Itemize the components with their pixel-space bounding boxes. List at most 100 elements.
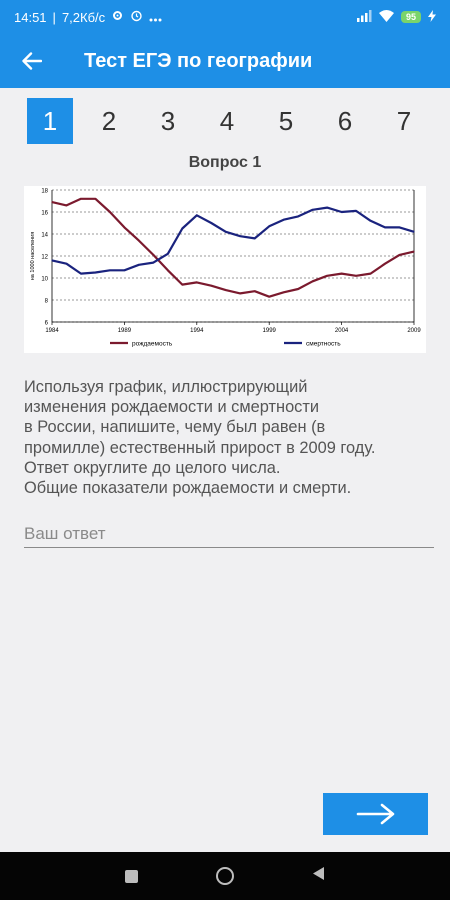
data-point	[239, 292, 241, 294]
data-point	[123, 269, 125, 271]
data-point	[109, 211, 111, 213]
page-title: Тест ЕГЭ по географии	[84, 49, 313, 72]
arrow-left-icon	[22, 52, 42, 70]
settings-icon	[111, 9, 124, 25]
tab-6[interactable]: 6	[337, 105, 353, 136]
data-point	[369, 220, 372, 222]
y-axis-label: на 1000 населения	[30, 232, 36, 280]
data-point	[196, 214, 198, 216]
next-button[interactable]	[323, 793, 428, 835]
back-button[interactable]	[0, 34, 64, 88]
data-point	[254, 290, 256, 292]
question-text-line: Общие показатели рождаемости и смерти.	[24, 479, 352, 498]
y-tick-label: 18	[41, 189, 48, 195]
home-icon[interactable]	[216, 867, 234, 885]
chart: 6 8 10 12 14 16 18 1984 1989 1994 1999 2004 2009 на 1…	[24, 186, 426, 353]
battery-icon: 95	[400, 11, 421, 23]
data-point	[65, 263, 68, 265]
data-point	[181, 227, 183, 230]
alarm-icon	[130, 9, 143, 25]
wifi-icon	[378, 9, 394, 25]
data-point	[341, 273, 343, 275]
answer-input[interactable]	[24, 521, 434, 548]
data-point	[225, 231, 227, 233]
data-point	[181, 284, 183, 286]
tab-7[interactable]: 7	[396, 105, 412, 136]
tab-2[interactable]: 2	[101, 105, 117, 136]
y-tick-label: 8	[45, 299, 49, 305]
data-point	[283, 291, 285, 293]
data-point	[384, 263, 386, 265]
data-point	[413, 231, 415, 233]
data-point	[355, 275, 357, 277]
navigation-bar	[0, 852, 450, 900]
data-point	[312, 209, 314, 211]
data-point	[51, 201, 53, 203]
data-point	[167, 269, 169, 271]
tab-5[interactable]: 5	[278, 105, 294, 136]
y-tick-label: 6	[45, 321, 49, 327]
question-text-line: промилле) естественный прирост в 2009 го…	[24, 438, 376, 457]
y-tick-label: 10	[41, 277, 48, 283]
data-point	[268, 225, 270, 227]
legend-label: рождаемость	[132, 341, 173, 348]
question-text-line: изменения рождаемости и смертности	[24, 398, 320, 417]
legend-label: смертность	[306, 341, 341, 348]
separator: |	[52, 9, 56, 25]
tab-1[interactable]: 1	[27, 98, 73, 144]
data-point	[369, 273, 372, 275]
data-point	[152, 254, 154, 256]
data-point	[326, 275, 328, 277]
data-point	[152, 262, 154, 264]
data-point	[210, 285, 212, 287]
back-icon[interactable]	[312, 866, 325, 886]
data-point	[109, 269, 111, 271]
data-point	[341, 211, 343, 213]
series-line-birth	[51, 197, 415, 298]
data-point	[239, 235, 241, 237]
arrow-right-icon	[356, 803, 394, 825]
data-point	[355, 210, 357, 212]
status-right: 95	[356, 9, 436, 25]
data-point	[384, 226, 386, 228]
series-line-death	[51, 206, 415, 275]
signal-icon	[356, 9, 372, 25]
clock: 14:51	[14, 9, 47, 25]
data-point	[138, 240, 140, 242]
app-bar: Тест ЕГЭ по географии	[0, 34, 450, 88]
tab-4[interactable]: 4	[219, 105, 235, 136]
data-point	[210, 222, 212, 224]
y-tick-label: 12	[41, 255, 48, 261]
question-text: Используя график, иллюстрирующий изменени…	[24, 377, 429, 498]
data-point	[94, 271, 97, 274]
data-point	[268, 296, 270, 298]
data-point	[297, 288, 299, 290]
data-point	[398, 254, 401, 256]
tab-3[interactable]: 3	[160, 105, 176, 136]
data-point	[65, 204, 68, 206]
data-point	[283, 219, 285, 221]
data-point	[326, 207, 328, 209]
chart-svg: 6 8 10 12 14 16 18 1984 1989 1994 1999 2004 2009 на 1…	[30, 189, 421, 348]
status-bar: 14:51 | 7,2Кб/с 95	[0, 0, 450, 34]
question-text-line: Ответ округлите до целого числа.	[24, 458, 281, 477]
more-icon	[149, 10, 162, 25]
status-left: 14:51 | 7,2Кб/с	[14, 9, 162, 25]
data-point	[94, 198, 97, 200]
x-tick-label: 2009	[407, 328, 421, 334]
question-text-line: в России, напишите, чему был равен (в	[24, 418, 326, 437]
network-speed: 7,2Кб/с	[61, 9, 106, 25]
data-point	[398, 226, 401, 228]
data-point	[80, 273, 82, 275]
data-point	[51, 259, 53, 261]
data-point	[225, 289, 227, 291]
data-point	[80, 198, 82, 200]
x-tick-label: 2004	[335, 328, 349, 334]
data-point	[312, 280, 314, 282]
data-point	[196, 281, 198, 283]
y-tick-label: 14	[41, 233, 48, 239]
recents-icon[interactable]	[125, 869, 138, 883]
data-point	[167, 253, 169, 255]
question-title: Вопрос 1	[188, 154, 262, 171]
